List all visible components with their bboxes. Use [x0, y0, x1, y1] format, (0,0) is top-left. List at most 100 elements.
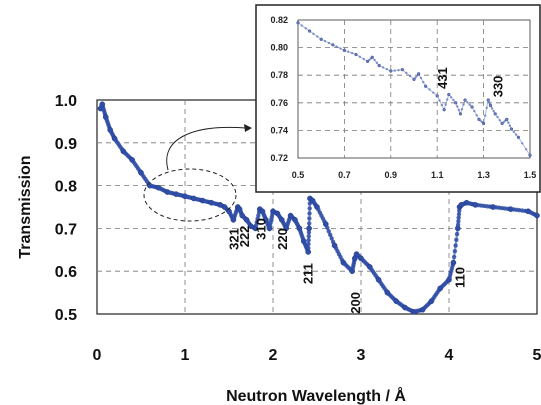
- inset-data-point-fill: [432, 91, 435, 94]
- inset-data-point-fill: [373, 58, 376, 62]
- inset-data-point: [370, 55, 374, 59]
- main-peak-label: 220: [275, 228, 290, 250]
- main-x-tick-label: 4: [445, 347, 454, 364]
- main-peak-label: 200: [348, 292, 363, 314]
- inset-data-point-fill: [475, 114, 478, 117]
- inset-data-point-fill: [496, 115, 499, 119]
- inset-data-point: [354, 52, 358, 57]
- main-peak-label: 222: [237, 226, 252, 248]
- inset-data-point-fill: [350, 51, 354, 55]
- inset-data-point-fill: [514, 133, 518, 136]
- main-data-point-fill: [452, 249, 458, 254]
- main-data-point-fill: [456, 211, 462, 217]
- inset-series: [296, 21, 532, 157]
- inset-data-point-fill: [362, 57, 365, 61]
- main-x-tick-label: 5: [533, 347, 541, 364]
- inset-ticks: 0.5 0.7 0.9 1.1 1.3 1.5 0.72 0.74 0.76 0.78 0.80 0.…: [270, 15, 536, 180]
- inset-data-point: [516, 135, 520, 139]
- main-data-point-fill: [306, 245, 311, 251]
- inset-data-point-fill: [521, 142, 524, 145]
- inset-y-tick-label: 0.80: [270, 43, 288, 53]
- main-data-point-fill: [329, 236, 334, 241]
- main-x-tick-label: 3: [357, 347, 366, 364]
- inset-data-point-fill: [502, 120, 505, 124]
- main-data-point-fill: [453, 243, 458, 248]
- inset-data-point-fill: [452, 98, 455, 102]
- inset-data-point-fill: [524, 148, 528, 151]
- inset-data-point-fill: [422, 80, 425, 84]
- inset-data-point-fill: [473, 109, 476, 113]
- inset-data-point: [442, 108, 446, 112]
- inset-data-point-fill: [316, 35, 319, 38]
- inset-data-point-fill: [487, 100, 491, 104]
- inset-x-tick-label: 1.5: [524, 170, 537, 180]
- inset-data-point: [417, 72, 421, 76]
- main-data-point-fill: [456, 219, 461, 224]
- inset-data-point-fill: [335, 45, 338, 48]
- inset-x-tick-label: 0.7: [338, 170, 351, 180]
- inset-data-point-fill: [419, 76, 423, 80]
- main-x-tick-label: 1: [181, 347, 190, 364]
- inset-data-point: [412, 77, 416, 81]
- main-data-point-fill: [306, 237, 311, 243]
- inset-data-point: [342, 48, 346, 52]
- inset-data-point: [331, 43, 335, 47]
- main-y-tick-label: 0.9: [55, 136, 77, 153]
- inset-data-point: [493, 112, 497, 116]
- inset-data-point-fill: [408, 74, 412, 78]
- main-data-point-fill: [307, 211, 312, 216]
- inset-data-point: [296, 21, 300, 25]
- inset-peak-label: 330: [491, 76, 506, 98]
- inset-data-point: [458, 112, 462, 116]
- inset-data-point-fill: [339, 47, 342, 50]
- inset-data-point-fill: [323, 39, 327, 43]
- main-data-point: [450, 259, 457, 266]
- inset-data-point-fill: [428, 88, 431, 91]
- main-data-point-fill: [454, 231, 460, 237]
- inset-data-point: [377, 63, 381, 68]
- x-axis-title: Neutron Wavelength / Å: [226, 386, 406, 405]
- inset-data-point-fill: [381, 66, 385, 69]
- main-y-tick-label: 0.8: [55, 179, 77, 196]
- inset-y-tick-label: 0.78: [270, 70, 288, 80]
- main-data-point-fill: [306, 234, 311, 239]
- inset-data-point: [389, 69, 393, 73]
- inset-data-point-fill: [512, 130, 515, 133]
- inset-data-point: [447, 92, 451, 97]
- inset-data-point: [308, 29, 312, 33]
- inset-x-tick-label: 0.9: [385, 170, 398, 180]
- inset-data-point-fill: [508, 124, 512, 127]
- inset-data-point-fill: [358, 55, 362, 58]
- main-ticks: 0 1 2 3 4 5 0.5 0.6 0.7 0.8 0.9 1.0: [55, 93, 541, 364]
- inset-data-point-fill: [485, 106, 488, 110]
- inset-data-point-fill: [492, 109, 495, 113]
- inset-data-point: [454, 101, 458, 105]
- inset-data-point-fill: [375, 61, 379, 64]
- main-data-point-fill: [307, 206, 312, 211]
- main-data-point-fill: [306, 230, 312, 235]
- main-data-point-fill: [326, 229, 331, 234]
- inset-data-point-fill: [507, 121, 510, 124]
- inset-data-point-fill: [444, 103, 447, 106]
- inset-data-point: [488, 103, 493, 108]
- inset-data-point-fill: [347, 50, 350, 53]
- inset-data-point-fill: [456, 105, 459, 108]
- inset-data-point: [435, 94, 439, 98]
- inset-data-point-fill: [385, 68, 389, 71]
- inset-data-point-fill: [460, 108, 464, 111]
- main-peak-label: 211: [300, 263, 315, 284]
- inset-data-point-fill: [438, 99, 441, 102]
- inset-peak-label: 431: [435, 67, 450, 89]
- zoom-arrow-head: [244, 124, 252, 132]
- main-y-tick-label: 1.0: [55, 93, 77, 110]
- inset-data-point-fill: [440, 103, 444, 107]
- inset-data-point: [470, 105, 474, 109]
- inset-y-tick-label: 0.82: [270, 15, 288, 25]
- main-y-tick-label: 0.7: [55, 221, 77, 238]
- inset-data-point: [424, 84, 428, 88]
- inset-y-tick-label: 0.76: [270, 98, 288, 108]
- main-peak-label: 310: [254, 218, 269, 240]
- main-data-point-fill: [307, 216, 312, 221]
- inset-data-point-fill: [414, 76, 417, 79]
